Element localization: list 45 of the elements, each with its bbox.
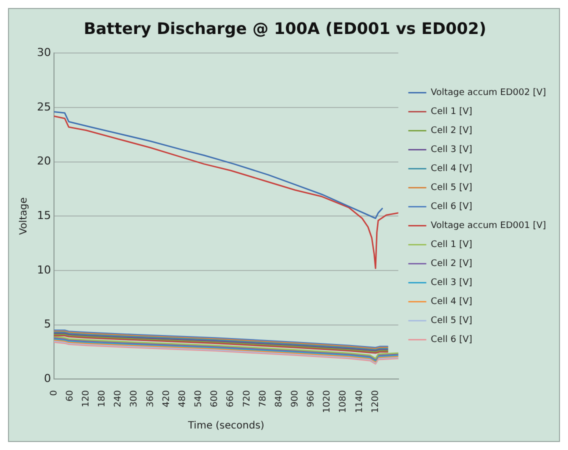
x-axis-title: Time (seconds): [186, 420, 264, 432]
x-tick-label: 540: [194, 390, 204, 408]
y-tick-label: 0: [44, 372, 51, 385]
x-tick-label: 600: [210, 390, 220, 408]
x-tick-label: 300: [130, 390, 140, 408]
legend-label: Cell 5 [V]: [430, 182, 472, 193]
x-tick-label: 840: [274, 390, 284, 408]
y-tick-label: 10: [36, 263, 51, 276]
legend-label: Cell 3 [V]: [430, 144, 472, 155]
y-axis-title: Voltage: [18, 197, 30, 235]
x-tick-label: 720: [242, 390, 252, 408]
x-tick-label: 1200: [370, 390, 381, 413]
y-tick-label: 30: [36, 46, 51, 60]
legend-label: Cell 6 [V]: [430, 202, 472, 212]
y-tick-label: 5: [44, 318, 51, 331]
legend-label: Cell 3 [V]: [430, 278, 472, 288]
x-tick-label: 1020: [322, 390, 333, 413]
x-tick-label: 120: [81, 390, 92, 408]
x-tick-label: 420: [162, 390, 172, 408]
y-tick-label: 25: [36, 100, 51, 114]
legend-label: Cell 6 [V]: [430, 334, 472, 345]
legend-label: Cell 4 [V]: [430, 296, 472, 307]
x-tick-label: 960: [306, 390, 317, 408]
x-tick-label: 0: [49, 390, 60, 396]
x-tick-label: 360: [146, 390, 156, 408]
legend-label: Cell 5 [V]: [430, 316, 472, 326]
x-tick-label: 480: [178, 390, 188, 408]
y-tick-label: 15: [36, 209, 51, 222]
x-tick-label: 780: [258, 390, 268, 408]
legend-label: Cell 2 [V]: [430, 126, 472, 136]
legend-label: Cell 1 [V]: [430, 240, 472, 250]
x-tick-label: 240: [114, 390, 124, 408]
x-tick-label: 180: [98, 390, 108, 408]
legend-label: Cell 1 [V]: [430, 106, 472, 117]
y-tick-label: 20: [36, 154, 51, 168]
x-tick-label: 1140: [354, 390, 365, 413]
legend-label: Voltage accum ED002 [V]: [430, 88, 546, 98]
x-tick-label: 900: [290, 390, 300, 408]
legend-label: Cell 4 [V]: [430, 164, 472, 174]
legend-label: Voltage accum ED001 [V]: [430, 220, 546, 231]
legend-label: Cell 2 [V]: [430, 258, 472, 269]
x-tick-label: 60: [65, 390, 76, 402]
x-tick-label: 660: [226, 390, 236, 408]
x-tick-label: 1080: [338, 390, 349, 413]
chart-title: Battery Discharge @ 100A (ED001 vs ED002): [84, 18, 486, 38]
